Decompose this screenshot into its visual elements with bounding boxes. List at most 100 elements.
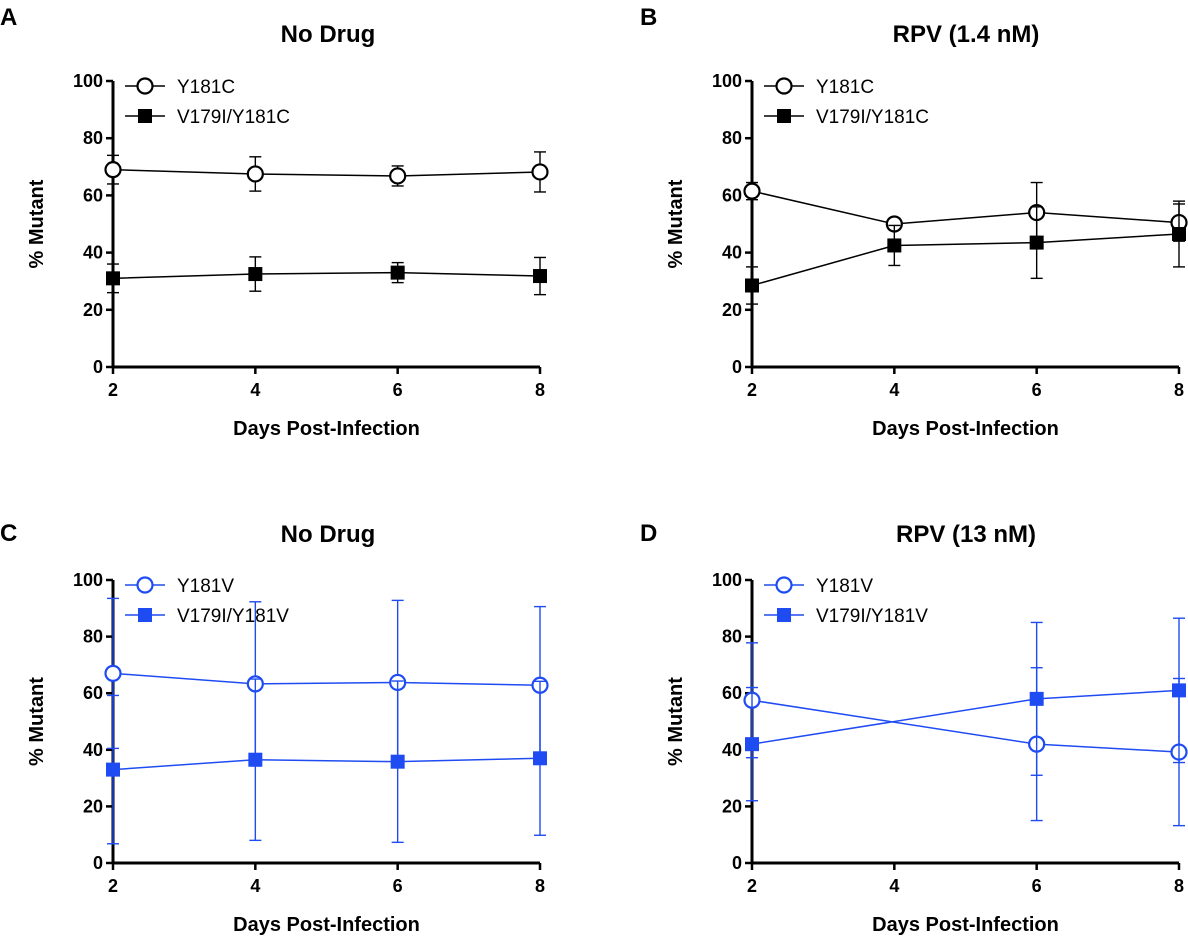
legend-label: V179I/Y181V [816,606,928,627]
series-line [751,190,1180,225]
x-axis-title: Days Post-Infection [233,418,420,440]
data-point-square [248,267,263,282]
panel-title: RPV (1.4 nM) [893,21,1040,48]
data-point-square [106,762,120,777]
legend-label: V179I/Y181C [177,107,290,128]
x-tick-label: 4 [250,876,260,896]
data-point-circle [246,165,264,183]
data-point-square [390,265,405,280]
x-tick-label: 2 [108,876,118,896]
y-tick-label: 80 [83,128,103,148]
legend-marker-circle [775,77,793,95]
data-point-square [1029,691,1044,706]
x-tick-label: 8 [535,876,545,896]
y-tick-label: 100 [712,71,742,91]
series-v179i-y181v [745,617,1186,802]
series-v179i-y181v [106,678,547,845]
panel-title: RPV (13 nM) [896,521,1036,548]
y-axis-title: % Mutant [26,179,48,268]
y-tick-label: 60 [83,185,103,205]
y-tick-label: 60 [722,185,742,205]
y-axis-title: % Mutant [665,677,687,766]
series-line [751,699,1180,753]
data-point-square [106,271,120,286]
legend-marker-circle [136,77,154,95]
legend-label: Y181C [816,77,874,98]
legend-marker-square [138,109,152,123]
data-point-square [533,269,547,284]
data-point-square [745,278,759,293]
y-tick-label: 0 [93,853,103,873]
y-tick-label: 20 [83,796,103,816]
x-axis-title: Days Post-Infection [233,914,420,936]
data-point-circle [743,182,761,200]
series-y181c [104,151,549,193]
y-tick-label: 20 [722,300,742,320]
y-tick-label: 100 [73,570,103,590]
data-point-circle [104,161,122,179]
x-tick-label: 2 [747,876,757,896]
data-point-circle [104,664,122,682]
x-tick-label: 8 [1174,380,1184,400]
legend-marker-circle [136,576,154,594]
y-tick-label: 100 [73,71,103,91]
panel-letter: B [640,4,657,31]
series-v179i-y181c [745,200,1186,305]
x-tick-label: 6 [1032,876,1042,896]
series-line [112,757,541,771]
x-tick-label: 4 [889,380,899,400]
panel-a: A No Drug 0 20 40 60 80 100 2 4 6 8 Days Post-Infect… [0,4,549,440]
x-tick-label: 6 [1032,380,1042,400]
series-v179i-y181c [106,256,547,296]
legend-marker-circle [775,576,793,594]
legend-label: V179I/Y181V [177,606,289,627]
data-point-square [248,752,263,767]
data-point-square [1029,235,1044,250]
y-tick-label: 20 [83,300,103,320]
data-point-circle [389,167,407,185]
legend: Y181C V179I/Y181C [125,77,290,128]
data-point-circle [531,163,549,181]
series-line [751,689,1180,745]
series-line [112,168,541,177]
legend: Y181C V179I/Y181C [764,77,929,128]
legend: Y181V V179I/Y181V [764,576,928,627]
x-tick-label: 4 [250,380,260,400]
x-tick-label: 6 [393,876,403,896]
legend-marker-square [777,608,791,622]
y-tick-label: 80 [722,128,742,148]
legend-label: V179I/Y181C [816,107,929,128]
legend-marker-square [777,109,791,123]
data-point-square [533,751,547,766]
y-tick-label: 0 [732,357,742,377]
y-tick-label: 0 [93,357,103,377]
data-point-square [745,737,759,752]
panel-c: C No Drug 0 20 40 60 80 100 2 4 6 8 Days Post-Infect… [0,520,549,936]
series-line [751,233,1180,287]
legend-label: Y181V [177,576,234,597]
legend-label: Y181C [177,77,235,98]
x-tick-label: 2 [747,380,757,400]
data-point-square [390,754,405,769]
legend-marker-square [138,608,152,622]
y-tick-label: 40 [722,243,742,263]
panel-letter: C [0,520,17,547]
data-point-square [1172,683,1186,698]
y-tick-label: 80 [83,627,103,647]
series-y181c [743,181,1188,244]
series-line [112,672,541,687]
y-tick-label: 40 [83,740,103,760]
x-tick-label: 4 [889,876,899,896]
legend-label: Y181V [816,576,873,597]
y-tick-label: 40 [83,243,103,263]
panel-title: No Drug [281,21,376,48]
legend: Y181V V179I/Y181V [125,576,289,627]
panel-letter: D [640,520,657,547]
y-tick-label: 60 [722,683,742,703]
panel-letter: A [0,4,17,31]
panel-title: No Drug [281,521,376,548]
y-tick-label: 100 [712,570,742,590]
x-axis-title: Days Post-Infection [872,418,1059,440]
x-tick-label: 6 [393,380,403,400]
